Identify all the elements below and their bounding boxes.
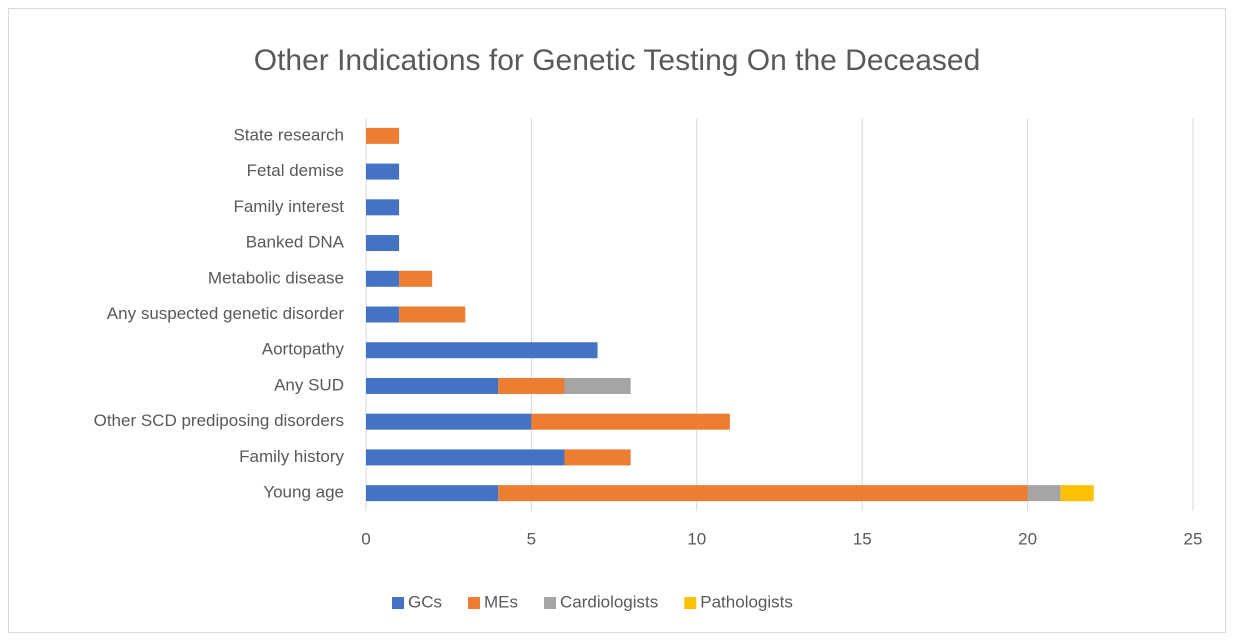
bar-segment [366, 270, 400, 287]
x-tick-label: 15 [853, 529, 872, 548]
y-tick-label: Young age [263, 483, 344, 502]
legend-label: GCs [408, 592, 442, 611]
bar-segment [1027, 485, 1061, 502]
bar-segment [366, 235, 400, 252]
y-tick-label: Family interest [233, 197, 344, 216]
bar-segment [366, 342, 598, 359]
y-tick-label: Banked DNA [246, 233, 345, 252]
legend-label: Cardiologists [560, 592, 658, 611]
bar-segment [366, 163, 400, 180]
legend-swatch [544, 597, 556, 609]
bar-segment [366, 377, 499, 394]
bar-segment [366, 485, 499, 502]
y-tick-label: Family history [239, 447, 344, 466]
bar-segment [498, 377, 565, 394]
legend-label: Pathologists [700, 592, 793, 611]
x-tick-label: 25 [1184, 529, 1203, 548]
y-tick-label: Metabolic disease [208, 268, 344, 287]
y-tick-label: State research [233, 125, 344, 144]
legend-swatch [392, 597, 404, 609]
bar-segment [366, 413, 532, 430]
x-tick-label: 5 [527, 529, 536, 548]
x-tick-label: 10 [687, 529, 706, 548]
bar-segment [366, 199, 400, 216]
y-tick-label: Other SCD prediposing disorders [94, 411, 344, 430]
bar-segment [366, 449, 565, 466]
y-tick-label: Any suspected genetic disorder [107, 304, 345, 323]
y-tick-label: Aortopathy [262, 340, 345, 359]
bar-segment [531, 413, 730, 430]
legend-swatch [468, 597, 480, 609]
x-tick-label: 20 [1018, 529, 1037, 548]
legend-swatch [684, 597, 697, 609]
bar-segment [1060, 485, 1094, 502]
x-tick-label: 0 [361, 529, 370, 548]
y-tick-label: Any SUD [274, 375, 344, 394]
bar-segment [498, 485, 1028, 502]
legend-label: MEs [484, 592, 518, 611]
bar-segment [366, 306, 400, 323]
y-tick-label: Fetal demise [247, 161, 344, 180]
bar-segment [366, 127, 400, 144]
chart-title: Other Indications for Genetic Testing On… [254, 44, 981, 77]
chart-border [8, 8, 1226, 633]
bar-segment [399, 306, 466, 323]
bar-segment [399, 270, 433, 287]
bar-segment [564, 449, 631, 466]
bar-segment [564, 377, 631, 394]
